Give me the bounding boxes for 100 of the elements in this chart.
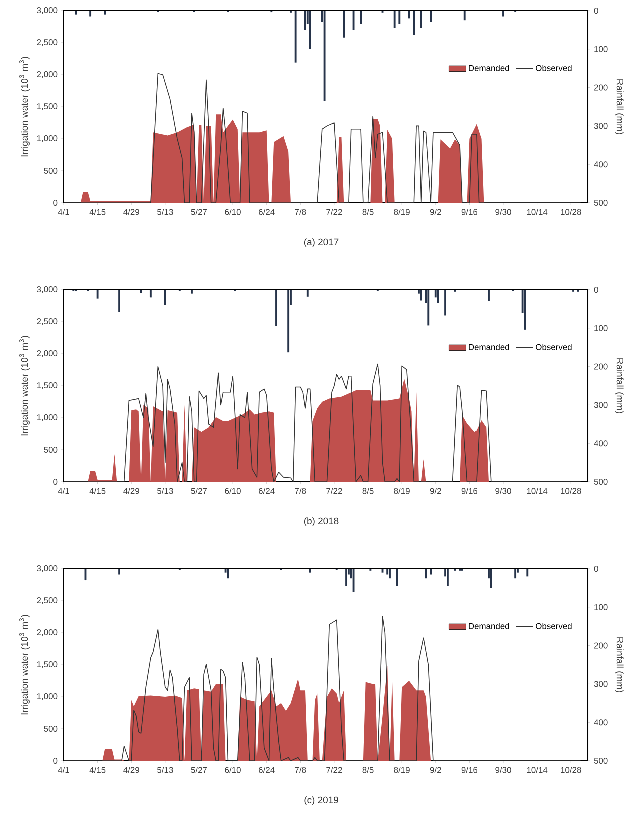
text: (a) 2017 bbox=[304, 238, 339, 248]
y2-tick-label: 300 bbox=[594, 123, 608, 130]
x-tick-label: 4/1 bbox=[58, 209, 70, 216]
x-tick-label: 9/2 bbox=[430, 209, 442, 216]
x-tick-label: 7/8 bbox=[295, 488, 306, 494]
x-tick-label: 6/10 bbox=[225, 767, 241, 774]
x-tick-label: 8/19 bbox=[394, 767, 410, 774]
y-tick-label: 3,000 bbox=[37, 566, 58, 572]
x-tick-label: 9/16 bbox=[462, 488, 478, 494]
x-tick-label: 5/13 bbox=[158, 488, 174, 494]
x-tick-label: 8/19 bbox=[394, 209, 410, 216]
x-tick-label: 9/30 bbox=[496, 209, 512, 216]
y2-tick-label: 0 bbox=[594, 8, 598, 14]
x-tick-label: 9/2 bbox=[430, 488, 442, 494]
y2-tick-label: 0 bbox=[594, 566, 598, 572]
line-series bbox=[64, 616, 582, 761]
y-tick-label: 500 bbox=[44, 726, 58, 732]
y-tick-label: 2,000 bbox=[37, 350, 58, 358]
y2-tick-label: 0 bbox=[594, 287, 598, 293]
x-tick-label: 8/5 bbox=[362, 488, 374, 494]
y-tick-label: 3,000 bbox=[37, 286, 58, 294]
x-tick-label: 10/28 bbox=[561, 767, 582, 774]
y-tick-label: 2,500 bbox=[37, 318, 58, 326]
y-tick-label: 2,000 bbox=[37, 630, 58, 636]
x-tick-label: 9/2 bbox=[430, 767, 442, 774]
x-tick-label: 10/14 bbox=[527, 488, 548, 494]
x-tick-label: 10/14 bbox=[527, 209, 548, 216]
y-tick-label: 1,000 bbox=[37, 136, 58, 142]
y-tick-label: 2,500 bbox=[37, 40, 58, 46]
x-tick-label: 10/28 bbox=[561, 209, 582, 216]
y2-tick-label: 400 bbox=[594, 162, 608, 168]
y-tick-label: 2,000 bbox=[37, 72, 58, 78]
y-axis-title: Irrigation water (10$^{3}$ m$^{3}$) bbox=[20, 336, 30, 436]
x-tick-label: 8/5 bbox=[362, 767, 374, 774]
x-tick-label: 10/28 bbox=[561, 488, 582, 494]
legend-label: Observed bbox=[536, 344, 572, 350]
x-tick-label: 10/14 bbox=[527, 767, 548, 774]
y-tick-label: 0 bbox=[54, 200, 58, 206]
y2-tick-label: 100 bbox=[594, 325, 608, 332]
y2-tick-label: 100 bbox=[594, 46, 608, 52]
y-tick-label: 1,500 bbox=[37, 662, 58, 668]
y2-tick-label: 400 bbox=[594, 440, 608, 447]
x-tick-label: 6/24 bbox=[259, 767, 275, 774]
y2-tick-label: 300 bbox=[594, 402, 608, 408]
y2-tick-label: 200 bbox=[594, 364, 608, 370]
legend-label: Demanded bbox=[469, 65, 510, 72]
y-tick-label: 500 bbox=[44, 168, 58, 174]
x-tick-label: 9/30 bbox=[496, 488, 512, 494]
y-tick-label: 1,500 bbox=[37, 382, 58, 390]
legend-label: Demanded bbox=[469, 344, 510, 350]
x-tick-label: 6/10 bbox=[225, 488, 241, 494]
y2-tick-label: 500 bbox=[594, 479, 608, 485]
text: (b) 2018 bbox=[304, 518, 339, 526]
y-tick-label: 1,000 bbox=[37, 694, 58, 700]
x-tick-label: 8/19 bbox=[394, 488, 410, 494]
x-tick-label: 5/27 bbox=[191, 209, 208, 216]
x-tick-label: 6/24 bbox=[259, 209, 275, 216]
x-tick-label: 4/1 bbox=[58, 767, 70, 774]
y2-axis-title: Rainfall (mm) bbox=[615, 80, 624, 135]
legend-label: Observed bbox=[536, 623, 572, 630]
x-tick-label: 4/1 bbox=[58, 488, 70, 494]
y2-tick-label: 500 bbox=[594, 200, 608, 206]
y2-axis-title: Rainfall (mm) bbox=[615, 638, 624, 693]
x-tick-label: 4/29 bbox=[124, 209, 140, 216]
y-tick-label: 0 bbox=[54, 758, 58, 764]
y2-tick-label: 300 bbox=[594, 681, 608, 688]
y-tick-label: 3,000 bbox=[37, 8, 58, 14]
y2-tick-label: 100 bbox=[594, 604, 608, 610]
x-tick-label: 6/24 bbox=[259, 488, 275, 494]
x-tick-label: 9/30 bbox=[496, 767, 512, 774]
x-tick-label: 4/15 bbox=[90, 767, 106, 774]
y-tick-label: 500 bbox=[44, 447, 58, 453]
y2-axis-title: Rainfall (mm) bbox=[615, 358, 624, 414]
x-tick-label: 5/27 bbox=[191, 767, 208, 774]
x-tick-label: 4/15 bbox=[90, 488, 106, 494]
x-tick-label: 7/22 bbox=[326, 488, 342, 494]
x-tick-label: 9/16 bbox=[462, 767, 478, 774]
x-tick-label: 8/5 bbox=[362, 209, 374, 216]
y2-tick-label: 400 bbox=[594, 720, 608, 726]
line-series bbox=[64, 73, 582, 203]
x-tick-label: 5/27 bbox=[191, 488, 208, 494]
x-tick-label: 4/15 bbox=[90, 209, 106, 216]
x-tick-label: 9/16 bbox=[462, 209, 478, 216]
y2-tick-label: 500 bbox=[594, 758, 608, 764]
text: (c) 2019 bbox=[304, 796, 338, 806]
y2-tick-label: 200 bbox=[594, 84, 608, 91]
y-tick-label: 1,000 bbox=[37, 414, 58, 422]
y2-tick-label: 200 bbox=[594, 642, 608, 649]
x-tick-label: 5/13 bbox=[158, 767, 174, 774]
y-axis-title: Irrigation water (10$^{3}$ m$^{3}$) bbox=[20, 615, 30, 715]
x-tick-label: 7/8 bbox=[295, 767, 306, 774]
y-axis-title: Irrigation water (10$^{3}$ m$^{3}$) bbox=[20, 57, 30, 157]
x-tick-label: 6/10 bbox=[225, 209, 241, 216]
y-tick-label: 1,500 bbox=[37, 104, 58, 110]
y-tick-label: 0 bbox=[54, 479, 58, 485]
x-tick-label: 4/29 bbox=[124, 767, 140, 774]
legend-label: Observed bbox=[536, 65, 572, 72]
legend-label: Demanded bbox=[469, 623, 510, 630]
x-tick-label: 7/22 bbox=[326, 209, 342, 216]
x-tick-label: 7/8 bbox=[295, 209, 306, 216]
